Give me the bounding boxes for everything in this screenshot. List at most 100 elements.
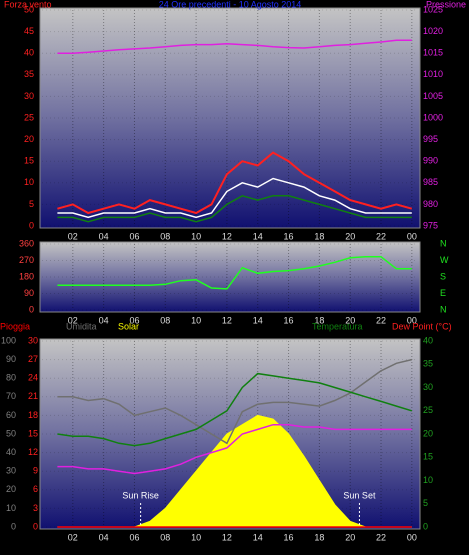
y-tick-label: 30 <box>6 466 16 476</box>
y-tick-label: 50 <box>24 4 34 14</box>
x-tick-label: 12 <box>222 532 232 542</box>
line <box>57 151 413 215</box>
line <box>57 372 413 447</box>
line <box>57 194 412 223</box>
y-tick-label: 40 <box>24 48 34 58</box>
y-tick-label: 100 <box>1 335 16 345</box>
x-tick-label: 02 <box>68 532 78 542</box>
x-tick-label: 16 <box>284 231 294 241</box>
y2-tick-label: S <box>440 271 446 281</box>
x-tick-label: 20 <box>345 532 355 542</box>
y2-tick-label: W <box>440 255 449 265</box>
x-tick-label: 00 <box>407 315 417 325</box>
x-tick-label: 08 <box>160 231 170 241</box>
y2-tick-label: 30 <box>423 382 433 392</box>
x-tick-label: 10 <box>191 315 201 325</box>
x-tick-label: 14 <box>253 532 263 542</box>
y2-tick-label: N <box>440 304 447 314</box>
y2-tick-label: 995 <box>423 134 438 144</box>
y2-tick-label: 1020 <box>423 26 443 36</box>
line <box>57 423 412 475</box>
y2-tick-label: 15 <box>423 452 433 462</box>
y2-tick-label: 10 <box>423 475 433 485</box>
y2-tick-label: 25 <box>423 405 433 415</box>
x-tick-label: 04 <box>99 231 109 241</box>
y2-tick-label: 35 <box>423 359 433 369</box>
line <box>57 177 412 219</box>
line <box>57 358 412 445</box>
y-tick-label: 270 <box>19 255 34 265</box>
x-tick-label: 22 <box>376 315 386 325</box>
y-tick-label: 25 <box>24 112 34 122</box>
x-tick-label: 06 <box>129 231 139 241</box>
x-tick-label: 04 <box>99 532 109 542</box>
x-tick-label: 22 <box>376 532 386 542</box>
x-tick-label: 08 <box>160 532 170 542</box>
y2-tick-label: 20 <box>423 428 433 438</box>
x-tick-label: 20 <box>345 231 355 241</box>
y2-tick-label: 40 <box>423 335 433 345</box>
y-tick-label: 40 <box>6 447 16 457</box>
y3-tick-label: 3 <box>33 503 38 513</box>
x-tick-label: 14 <box>253 315 263 325</box>
y2-tick-label: 1015 <box>423 48 443 58</box>
legend-label: Temperatura <box>312 321 363 331</box>
annotation: Sun Set <box>343 490 376 500</box>
y2-tick-label: 0 <box>423 521 428 531</box>
y-tick-label: 35 <box>24 69 34 79</box>
y-tick-label: 0 <box>11 521 16 531</box>
y3-tick-label: 15 <box>28 428 38 438</box>
y-tick-label: 10 <box>6 503 16 513</box>
y2-axis-label: Pressione <box>426 0 466 9</box>
y3-tick-label: 9 <box>33 466 38 476</box>
x-tick-label: 22 <box>376 231 386 241</box>
chart-title: 24 Ore precedenti - 10 Agosto 2014 <box>159 0 302 9</box>
y-tick-label: 30 <box>24 91 34 101</box>
y-tick-label: 60 <box>6 410 16 420</box>
legend-label: Pioggia <box>0 321 30 331</box>
y3-tick-label: 0 <box>33 521 38 531</box>
y-tick-label: 0 <box>29 220 34 230</box>
y3-tick-label: 27 <box>28 354 38 364</box>
y-tick-label: 70 <box>6 391 16 401</box>
x-tick-label: 02 <box>68 315 78 325</box>
y-tick-label: 90 <box>6 354 16 364</box>
y3-tick-label: 21 <box>28 391 38 401</box>
y3-tick-label: 30 <box>28 335 38 345</box>
y2-tick-label: 5 <box>423 498 428 508</box>
x-tick-label: 18 <box>314 231 324 241</box>
x-tick-label: 06 <box>129 315 139 325</box>
y-tick-label: 50 <box>6 428 16 438</box>
x-tick-label: 20 <box>345 315 355 325</box>
y-tick-label: 10 <box>24 177 34 187</box>
y2-tick-label: 1010 <box>423 69 443 79</box>
y-tick-label: 20 <box>24 134 34 144</box>
line <box>57 39 412 54</box>
x-tick-label: 00 <box>407 231 417 241</box>
line <box>57 256 412 290</box>
annotation: Sun Rise <box>122 490 159 500</box>
y2-tick-label: 990 <box>423 156 438 166</box>
y-tick-label: 90 <box>24 288 34 298</box>
y3-tick-label: 18 <box>28 410 38 420</box>
y3-tick-label: 24 <box>28 373 38 383</box>
y-tick-label: 180 <box>19 271 34 281</box>
y3-tick-label: 12 <box>28 447 38 457</box>
x-tick-label: 04 <box>99 315 109 325</box>
y2-tick-label: N <box>440 238 447 248</box>
y2-tick-label: 1025 <box>423 4 443 14</box>
x-tick-label: 10 <box>191 532 201 542</box>
x-tick-label: 14 <box>253 231 263 241</box>
y2-tick-label: 985 <box>423 177 438 187</box>
y-tick-label: 360 <box>19 238 34 248</box>
y2-tick-label: E <box>440 288 446 298</box>
y3-tick-label: 6 <box>33 484 38 494</box>
y-tick-label: 45 <box>24 26 34 36</box>
x-tick-label: 10 <box>191 231 201 241</box>
x-tick-label: 00 <box>407 532 417 542</box>
legend-label: Solar <box>118 321 139 331</box>
plot-area <box>39 241 421 313</box>
y2-tick-label: 1000 <box>423 112 443 122</box>
x-tick-label: 08 <box>160 315 170 325</box>
